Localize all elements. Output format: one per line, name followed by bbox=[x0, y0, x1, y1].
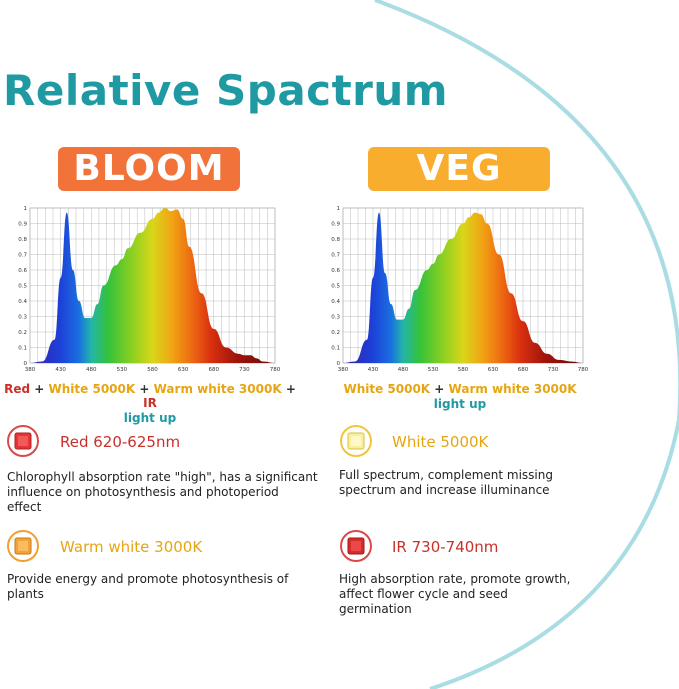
y-tick-label: 0.7 bbox=[18, 253, 27, 259]
veg-legend: White 5000K + Warm white 3000K light up bbox=[330, 382, 590, 411]
x-tick-label: 680 bbox=[518, 367, 529, 373]
legend-plus: + bbox=[139, 382, 150, 396]
bloom-legend: Red + White 5000K + Warm white 3000K + I… bbox=[0, 382, 300, 425]
x-tick-label: 730 bbox=[548, 367, 559, 373]
x-tick-label: 380 bbox=[25, 367, 36, 373]
ir-led-icon bbox=[340, 530, 372, 562]
x-tick-label: 730 bbox=[239, 367, 250, 373]
bloom-badge: BLOOM bbox=[58, 147, 240, 191]
x-tick-label: 480 bbox=[398, 367, 409, 373]
y-tick-label: 0.4 bbox=[331, 299, 340, 305]
x-tick-label: 630 bbox=[178, 367, 189, 373]
y-tick-label: 0.6 bbox=[18, 268, 27, 274]
red-description: Chlorophyll absorption rate "high", has … bbox=[7, 470, 318, 514]
x-tick-label: 580 bbox=[458, 367, 469, 373]
x-tick-label: 780 bbox=[270, 367, 281, 373]
legend-light-up: light up bbox=[123, 411, 177, 425]
y-tick-label: 0 bbox=[337, 361, 341, 367]
y-tick-label: 0.3 bbox=[331, 315, 340, 321]
warm-white-led-icon bbox=[7, 530, 39, 562]
y-tick-label: 1 bbox=[24, 206, 28, 212]
x-tick-label: 430 bbox=[55, 367, 66, 373]
x-tick-label: 630 bbox=[488, 367, 499, 373]
y-tick-label: 0.9 bbox=[331, 222, 340, 228]
y-tick-label: 0.4 bbox=[18, 299, 27, 305]
y-tick-label: 1 bbox=[337, 206, 341, 212]
bloom-spectrum-chart: 0 0.1 0.2 0.3 0.4 0.5 0.6 0.7 0.8 0.9 1 380 430 480 53… bbox=[18, 206, 281, 373]
veg-badge: VEG bbox=[368, 147, 550, 191]
y-tick-label: 0.2 bbox=[18, 330, 27, 336]
legend-plus: + bbox=[434, 382, 445, 396]
y-tick-label: 0.5 bbox=[331, 284, 340, 290]
legend-warm: Warm white 3000K bbox=[448, 382, 577, 396]
warm-white-label: Warm white 3000K bbox=[60, 538, 203, 556]
y-tick-label: 0.1 bbox=[331, 346, 340, 352]
x-tick-label: 680 bbox=[209, 367, 220, 373]
y-tick-label: 0.1 bbox=[18, 346, 27, 352]
page-title: Relative Spactrum bbox=[3, 66, 449, 115]
x-tick-label: 480 bbox=[86, 367, 97, 373]
spectrum-area bbox=[30, 208, 275, 363]
x-tick-label: 380 bbox=[338, 367, 349, 373]
white-description: Full spectrum, complement missing spectr… bbox=[339, 468, 553, 497]
red-led-icon bbox=[7, 425, 39, 457]
legend-plus: + bbox=[285, 382, 296, 396]
ir-description: High absorption rate, promote growth, af… bbox=[339, 572, 571, 616]
legend-warm: Warm white 3000K bbox=[153, 382, 282, 396]
ir-label: IR 730-740nm bbox=[392, 538, 499, 556]
y-tick-label: 0.9 bbox=[18, 222, 27, 228]
x-tick-label: 780 bbox=[578, 367, 589, 373]
y-tick-label: 0.6 bbox=[331, 268, 340, 274]
y-tick-label: 0 bbox=[24, 361, 28, 367]
white-led-icon bbox=[340, 425, 372, 457]
x-tick-label: 580 bbox=[147, 367, 158, 373]
x-tick-label: 530 bbox=[117, 367, 128, 373]
y-tick-label: 0.8 bbox=[331, 237, 340, 243]
warm-white-description: Provide energy and promote photosynthesi… bbox=[7, 572, 289, 601]
legend-plus: + bbox=[34, 382, 45, 396]
red-label: Red 620-625nm bbox=[60, 433, 181, 451]
white-label: White 5000K bbox=[392, 433, 489, 451]
y-tick-label: 0.5 bbox=[18, 284, 27, 290]
y-tick-label: 0.7 bbox=[331, 253, 340, 259]
y-tick-label: 0.2 bbox=[331, 330, 340, 336]
legend-white: White 5000K bbox=[343, 382, 431, 396]
y-tick-label: 0.3 bbox=[18, 315, 27, 321]
legend-white: White 5000K bbox=[48, 382, 136, 396]
veg-spectrum-chart: 0 0.1 0.2 0.3 0.4 0.5 0.6 0.7 0.8 0.9 1 380 430 480 53… bbox=[331, 206, 589, 373]
legend-light-up: light up bbox=[433, 397, 487, 411]
x-tick-label: 430 bbox=[368, 367, 379, 373]
legend-red: Red bbox=[4, 382, 31, 396]
legend-ir: IR bbox=[143, 396, 157, 410]
spectrum-area bbox=[343, 212, 583, 363]
x-tick-label: 530 bbox=[428, 367, 439, 373]
y-tick-label: 0.8 bbox=[18, 237, 27, 243]
